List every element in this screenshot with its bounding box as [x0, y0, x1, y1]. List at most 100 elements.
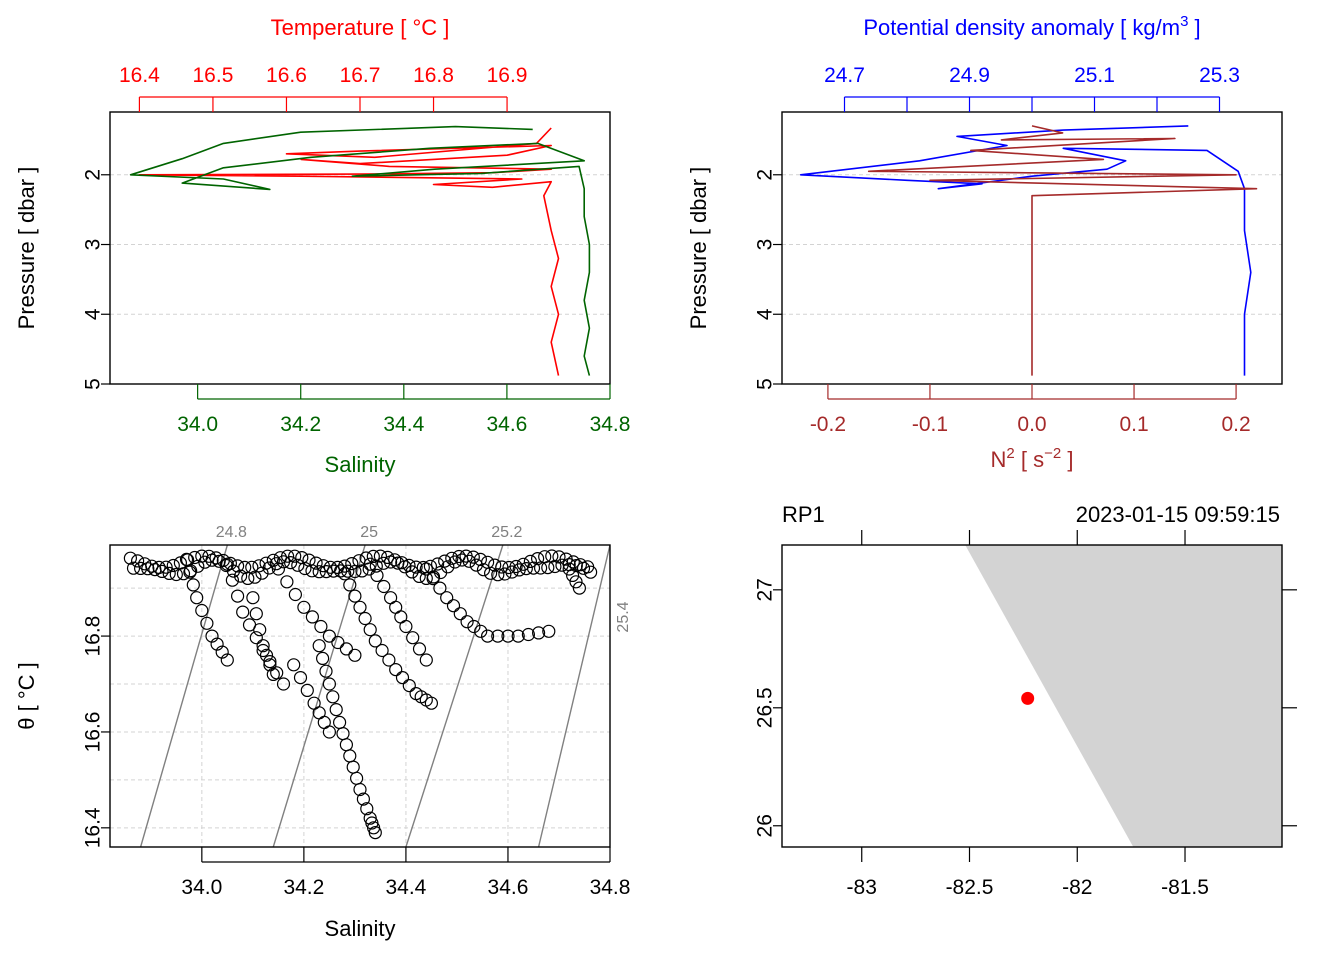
n2-profile-line: [867, 125, 1258, 376]
top-tick-label: 16.9: [487, 64, 528, 87]
top-axis-title: Potential density anomaly [ kg/m3 ]: [863, 13, 1200, 40]
ts-point: [166, 558, 180, 573]
ts-point: [419, 571, 433, 586]
ts-point: [481, 629, 495, 643]
isopycnal-label: 25.2: [491, 524, 522, 541]
ts-point: [350, 771, 364, 785]
ts-point: [353, 600, 367, 614]
bottom-tick-label: -0.2: [810, 413, 846, 436]
ts-point: [220, 653, 234, 667]
ts-point: [474, 624, 488, 638]
ts-point: [368, 825, 382, 840]
top-tick-label: 24.7: [824, 64, 865, 87]
isopycnal-line: [139, 545, 229, 847]
y-tick-label: 5: [754, 378, 777, 390]
y-tick-label: 16.4: [82, 807, 105, 848]
top-tick-label: 16.6: [266, 64, 307, 87]
station-marker: [1021, 691, 1035, 705]
ts-point: [405, 565, 419, 579]
ts-point: [314, 619, 328, 634]
ts-point: [502, 560, 516, 575]
ts-point: [491, 568, 505, 582]
station-name: RP1: [782, 502, 825, 527]
plot-frame: [109, 544, 611, 848]
y-tick-label: 2: [754, 169, 777, 181]
ts-point: [341, 564, 355, 578]
ts-point: [363, 623, 377, 637]
ts-point: [333, 715, 347, 730]
ts-point: [511, 629, 525, 643]
ts-point: [319, 664, 333, 678]
ts-point: [246, 591, 260, 605]
ts-point: [509, 559, 523, 574]
ts-point: [355, 564, 369, 578]
ts-point: [345, 556, 359, 571]
ts-point: [395, 556, 409, 570]
x-tick-label: 34.4: [385, 876, 426, 899]
ts-point: [583, 565, 598, 579]
ts-point: [569, 575, 583, 589]
ts-point: [259, 648, 274, 662]
ts-point: [252, 559, 266, 573]
ts-point: [339, 738, 353, 752]
bottom-tick-label: -0.1: [912, 413, 948, 436]
ts-point: [445, 551, 459, 565]
ts-point: [179, 552, 194, 567]
ts-point: [209, 551, 223, 565]
bottom-tick-label: 0.1: [1119, 413, 1148, 436]
top-tick-label: 24.9: [949, 64, 990, 87]
ts-point: [316, 559, 330, 573]
ts-point: [402, 558, 416, 573]
ts-point: [565, 568, 580, 583]
ts-point: [339, 642, 353, 656]
temperature-salinity-profile-panel: 2 3 4 5 Pressure [ dbar ] 16.4 16.5 16.6 16.7 16.…: [14, 15, 630, 477]
ts-point: [256, 639, 270, 653]
ts-point: [363, 557, 377, 571]
ts-point: [183, 565, 197, 579]
ts-point: [334, 564, 348, 578]
bottom-tick-label: 34.6: [486, 413, 527, 436]
ts-point: [519, 561, 533, 576]
temperature-profile-line: [138, 127, 560, 376]
ts-point: [531, 626, 546, 640]
ts-point: [375, 643, 389, 658]
ts-point: [322, 629, 336, 643]
ts-point: [562, 562, 576, 576]
ts-point: [358, 611, 372, 626]
bottom-axis-title: N2 [ s−2 ]: [991, 445, 1074, 472]
ts-point: [249, 631, 263, 645]
y-tick-label: 27: [754, 578, 777, 601]
ts-point: [338, 567, 352, 581]
ts-point: [453, 607, 467, 621]
y-tick-label: 3: [82, 239, 105, 251]
ts-point: [399, 619, 413, 634]
isopycnal-line: [537, 545, 610, 847]
ts-point: [389, 662, 403, 677]
isopycnal-label: 25.4: [615, 601, 632, 632]
ts-point: [412, 642, 427, 656]
ts-point: [491, 629, 505, 643]
ts-point: [526, 561, 541, 575]
bottom-tick-label: 34.8: [590, 413, 631, 436]
isopycnal-line: [272, 545, 366, 847]
ts-point: [312, 639, 326, 653]
ts-point: [476, 563, 491, 577]
top-tick-label: 16.8: [413, 64, 454, 87]
ts-point: [331, 635, 345, 650]
ts-point: [373, 549, 387, 563]
ts-point: [433, 581, 447, 595]
ts-point: [573, 558, 588, 572]
ts-point: [245, 560, 259, 574]
y-tick-label: 26.5: [754, 687, 777, 728]
y-tick-label: 5: [82, 378, 105, 390]
ts-diagram-panel: 24.8 25 25.2 25.4 16.4 16.6 16.8 θ [ °C ] 34.0 34…: [14, 524, 632, 941]
ts-point: [370, 568, 384, 583]
ts-point: [521, 627, 536, 642]
x-tick-label: 34.0: [181, 876, 222, 899]
ts-point: [287, 658, 301, 672]
density-n2-profile-panel: 2 3 4 5 Pressure [ dbar ] 24.7 24.9 25.1 25.3 Pot…: [686, 13, 1283, 472]
top-tick-label: 16.7: [340, 64, 381, 87]
ts-point: [419, 653, 433, 667]
ts-point: [552, 550, 566, 564]
